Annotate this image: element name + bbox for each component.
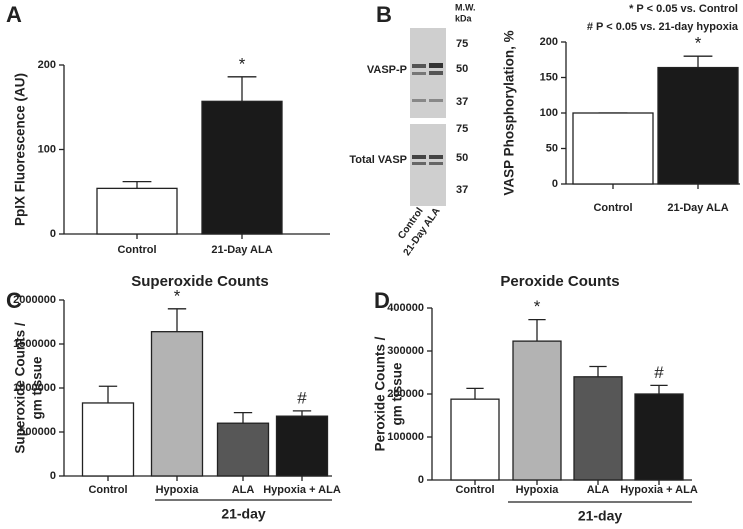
y-tick-label: 0 [50, 228, 56, 240]
y-axis-label: PpIX Fluorescence (AU) [13, 73, 28, 226]
panel-label: D [374, 288, 390, 313]
significance-marker: * [695, 34, 702, 53]
mw-marker: 37 [456, 184, 468, 196]
y-tick-label: 1000000 [13, 382, 56, 394]
panel-label: B [376, 2, 392, 27]
mw-marker: 75 [456, 123, 468, 135]
band [412, 64, 426, 68]
band [429, 71, 443, 75]
mw-marker: 50 [456, 63, 468, 75]
bar-chart: D Peroxide Counts Peroxide Counts / gm tiss… [373, 273, 698, 524]
bar [201, 100, 283, 235]
x-tick-label: Hypoxia [516, 484, 560, 496]
y-tick-label: 100 [540, 107, 558, 119]
significance-marker: * [534, 297, 541, 316]
y-tick-label: 200 [38, 59, 56, 71]
blot-label: VASP-P [367, 64, 407, 76]
y-tick-label: 100000 [387, 431, 424, 443]
bar [573, 376, 623, 481]
bar [657, 66, 739, 185]
x-tick-label: Hypoxia + ALA [263, 484, 341, 496]
y-axis-label: gm tissue [390, 362, 405, 426]
x-tick-label: 21-Day ALA [211, 244, 272, 256]
y-tick-label: 1500000 [13, 338, 56, 350]
significance-marker: * [174, 286, 181, 305]
bar [450, 398, 500, 481]
bar-chart: C Superoxide Counts Superoxide Counts / gm … [6, 273, 341, 522]
band [429, 99, 443, 102]
band [429, 155, 443, 159]
western-blot: M.W. kDa 75 50 37 75 50 37 VASP-P Total … [349, 2, 475, 258]
y-tick-label: 500000 [19, 426, 56, 438]
x-tick-label: Control [455, 484, 494, 496]
bar [81, 402, 135, 477]
x-tick-label: 21-Day ALA [667, 202, 728, 214]
band [412, 162, 426, 165]
bar [512, 340, 562, 481]
mw-label: kDa [455, 13, 473, 23]
group-label: 21-day [221, 506, 266, 522]
significance-marker: # [297, 388, 307, 407]
band [429, 162, 443, 165]
band [412, 99, 426, 102]
bar [150, 331, 204, 477]
y-tick-label: 0 [418, 474, 424, 486]
bar-chart: B VASP Phosphorylation, % 0 50 100 150 200 Cont… [376, 2, 740, 214]
y-axis-label: gm tissue [30, 356, 45, 420]
bar [275, 415, 329, 477]
bar [96, 187, 178, 235]
y-tick-label: 400000 [387, 302, 424, 314]
x-tick-label: Hypoxia [156, 484, 200, 496]
band [429, 63, 443, 68]
panel-label: A [6, 2, 22, 27]
bar [572, 112, 654, 185]
y-tick-label: 200000 [387, 388, 424, 400]
y-tick-label: 150 [540, 71, 558, 83]
group-label: 21-day [578, 508, 623, 524]
note: # P < 0.05 vs. 21-day hypoxia [587, 21, 739, 33]
note: * P < 0.05 vs. Control [629, 3, 738, 15]
bar-chart: A PpIX Fluorescence (AU) 0 100 200 Control 21-… [6, 2, 330, 256]
mw-marker: 37 [456, 96, 468, 108]
significance-marker: # [654, 363, 664, 382]
y-tick-label: 0 [552, 178, 558, 190]
bar [634, 393, 684, 481]
x-tick-label: ALA [232, 484, 255, 496]
y-tick-label: 300000 [387, 345, 424, 357]
x-tick-label: Control [117, 244, 156, 256]
y-tick-label: 0 [50, 470, 56, 482]
blot-label: Total VASP [349, 154, 407, 166]
x-tick-label: ALA [587, 484, 610, 496]
y-tick-label: 100 [38, 143, 56, 155]
mw-label: M.W. [455, 2, 476, 12]
band [412, 72, 426, 75]
chart-title: Peroxide Counts [500, 273, 619, 290]
y-axis-label: Peroxide Counts / [373, 336, 388, 451]
x-tick-label: Hypoxia + ALA [620, 484, 698, 496]
significance-marker: * [239, 54, 246, 73]
y-tick-label: 2000000 [13, 294, 56, 306]
mw-marker: 75 [456, 38, 468, 50]
y-tick-label: 200 [540, 36, 558, 48]
x-tick-label: Control [593, 202, 632, 214]
x-tick-label: Control [88, 484, 127, 496]
panel-label: C [6, 288, 22, 313]
y-tick-label: 50 [546, 142, 558, 154]
mw-marker: 50 [456, 152, 468, 164]
chart-title: Superoxide Counts [131, 273, 269, 290]
band [412, 155, 426, 159]
bar [216, 422, 270, 477]
y-axis-label: VASP Phosphorylation, % [502, 30, 517, 195]
y-axis-label: Superoxide Counts / [13, 322, 28, 454]
